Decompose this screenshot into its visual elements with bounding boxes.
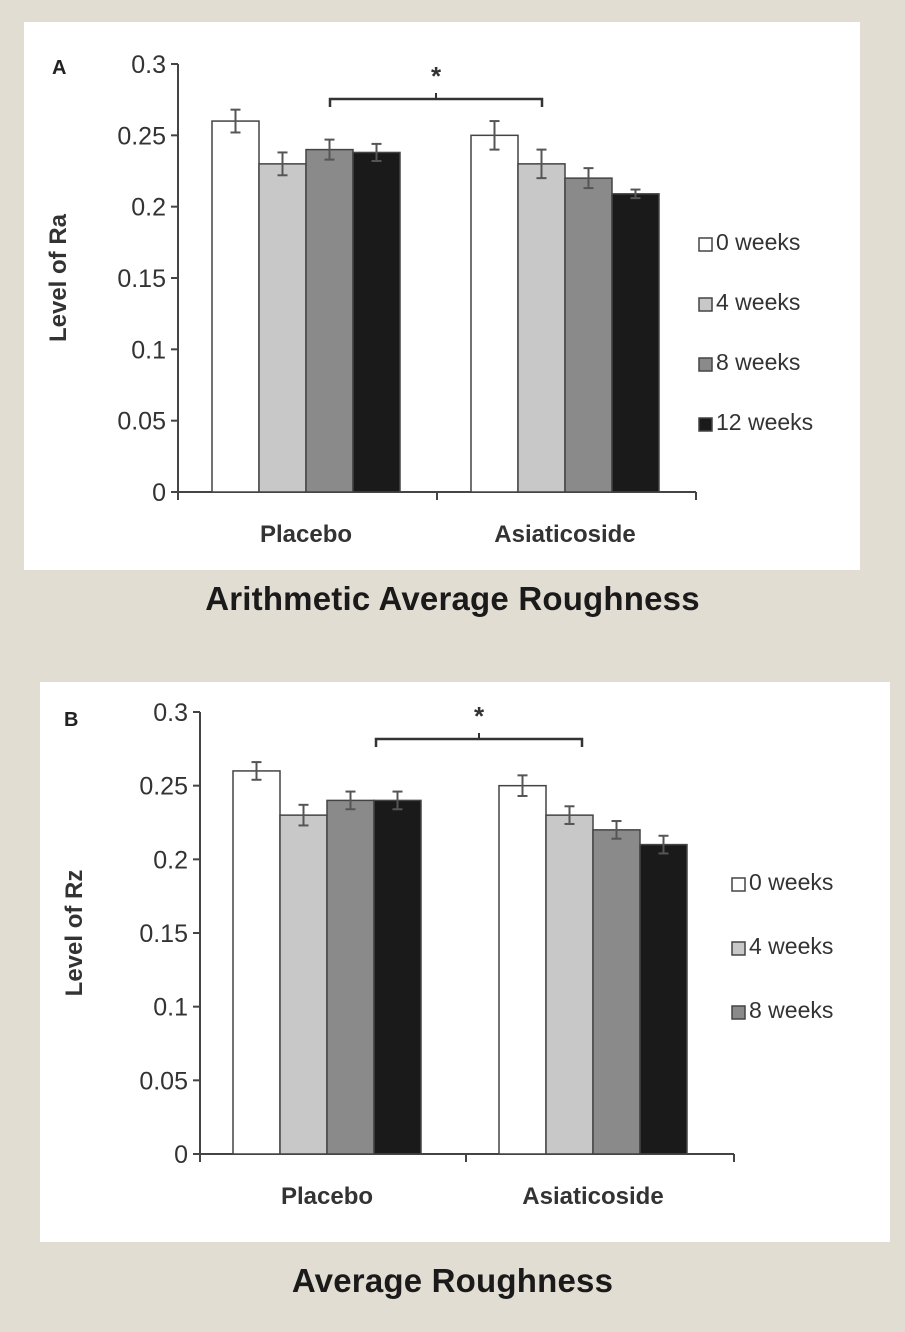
legend-swatch — [698, 297, 713, 312]
y-tick-label: 0.05 — [117, 408, 166, 436]
y-tick-label: 0 — [174, 1141, 188, 1169]
legend-swatch — [731, 877, 746, 892]
bar-a-0-2 — [305, 148, 354, 493]
chart-b-svg: B Level of Rz 0 0.05 0.1 0.15 0.2 0.25 0.3 Placeb… — [61, 699, 833, 1210]
y-tick-label: 0.05 — [139, 1067, 188, 1095]
significance-marker: * — [474, 701, 485, 731]
y-axis-label: Level of Rz — [61, 870, 88, 997]
panel-letter: A — [52, 57, 66, 79]
y-tick-label: 0.25 — [139, 773, 188, 801]
y-tick-label: 0.3 — [153, 699, 188, 727]
x-tick-label: Asiaticoside — [494, 521, 635, 548]
legend-label: 4 weeks — [716, 289, 800, 315]
significance-bracket — [328, 97, 544, 107]
significance-bracket — [374, 737, 584, 747]
legend-label: 0 weeks — [749, 869, 833, 895]
chart-a-caption: Arithmetic Average Roughness — [205, 580, 700, 617]
significance-marker: * — [431, 61, 442, 91]
legend-label: 12 weeks — [716, 409, 813, 435]
x-tick-label: Placebo — [281, 1183, 373, 1210]
bar-b-1-3 — [639, 843, 688, 1155]
legend-swatch — [731, 941, 746, 956]
bar-b-0-0 — [232, 770, 281, 1155]
chart-b-caption: Average Roughness — [291, 1262, 614, 1299]
bar-a-0-3 — [352, 151, 401, 493]
x-tick-label: Placebo — [260, 521, 352, 548]
legend-label: 8 weeks — [749, 997, 833, 1023]
bar-a-0-1 — [258, 163, 307, 493]
chart-panel-b: B Level of Rz 0 0.05 0.1 0.15 0.2 0.25 0.3 Placeb… — [40, 682, 890, 1242]
legend-swatch — [698, 417, 713, 432]
y-tick-label: 0.3 — [131, 51, 166, 79]
legend-swatch — [698, 357, 713, 372]
legend-label: 8 weeks — [716, 349, 800, 375]
y-axis-label: Level of Ra — [45, 213, 72, 342]
y-tick-label: 0.15 — [117, 265, 166, 293]
legend-label: 4 weeks — [749, 933, 833, 959]
chart-a-svg: A Level of Ra 0 0.05 0.1 0.15 0.2 0.25 0.3 Placeb… — [45, 51, 813, 548]
chart-panel-a: A Level of Ra 0 0.05 0.1 0.15 0.2 0.25 0.3 Placeb… — [24, 22, 860, 570]
y-tick-label: 0.2 — [153, 846, 188, 874]
legend-swatch — [698, 237, 713, 252]
bar-a-0-0 — [211, 120, 260, 493]
bar-b-0-1 — [279, 814, 328, 1155]
y-tick-label: 0.1 — [131, 336, 166, 364]
bar-a-1-3 — [611, 193, 660, 493]
bar-b-0-2 — [326, 799, 375, 1155]
bar-a-1-2 — [564, 177, 613, 493]
bar-b-1-2 — [592, 829, 641, 1155]
legend-swatch — [731, 1005, 746, 1020]
bar-a-1-1 — [517, 163, 566, 493]
legend-label: 0 weeks — [716, 229, 800, 255]
bar-b-1-0 — [498, 784, 547, 1155]
y-tick-label: 0.15 — [139, 920, 188, 948]
panel-letter: B — [64, 709, 78, 731]
y-tick-label: 0.1 — [153, 994, 188, 1022]
bar-b-1-1 — [545, 814, 594, 1155]
y-tick-label: 0 — [152, 479, 166, 507]
y-tick-label: 0.25 — [117, 122, 166, 150]
x-tick-label: Asiaticoside — [522, 1183, 663, 1210]
bar-b-0-3 — [373, 799, 422, 1155]
y-tick-label: 0.2 — [131, 194, 166, 222]
bar-a-1-0 — [470, 134, 519, 493]
